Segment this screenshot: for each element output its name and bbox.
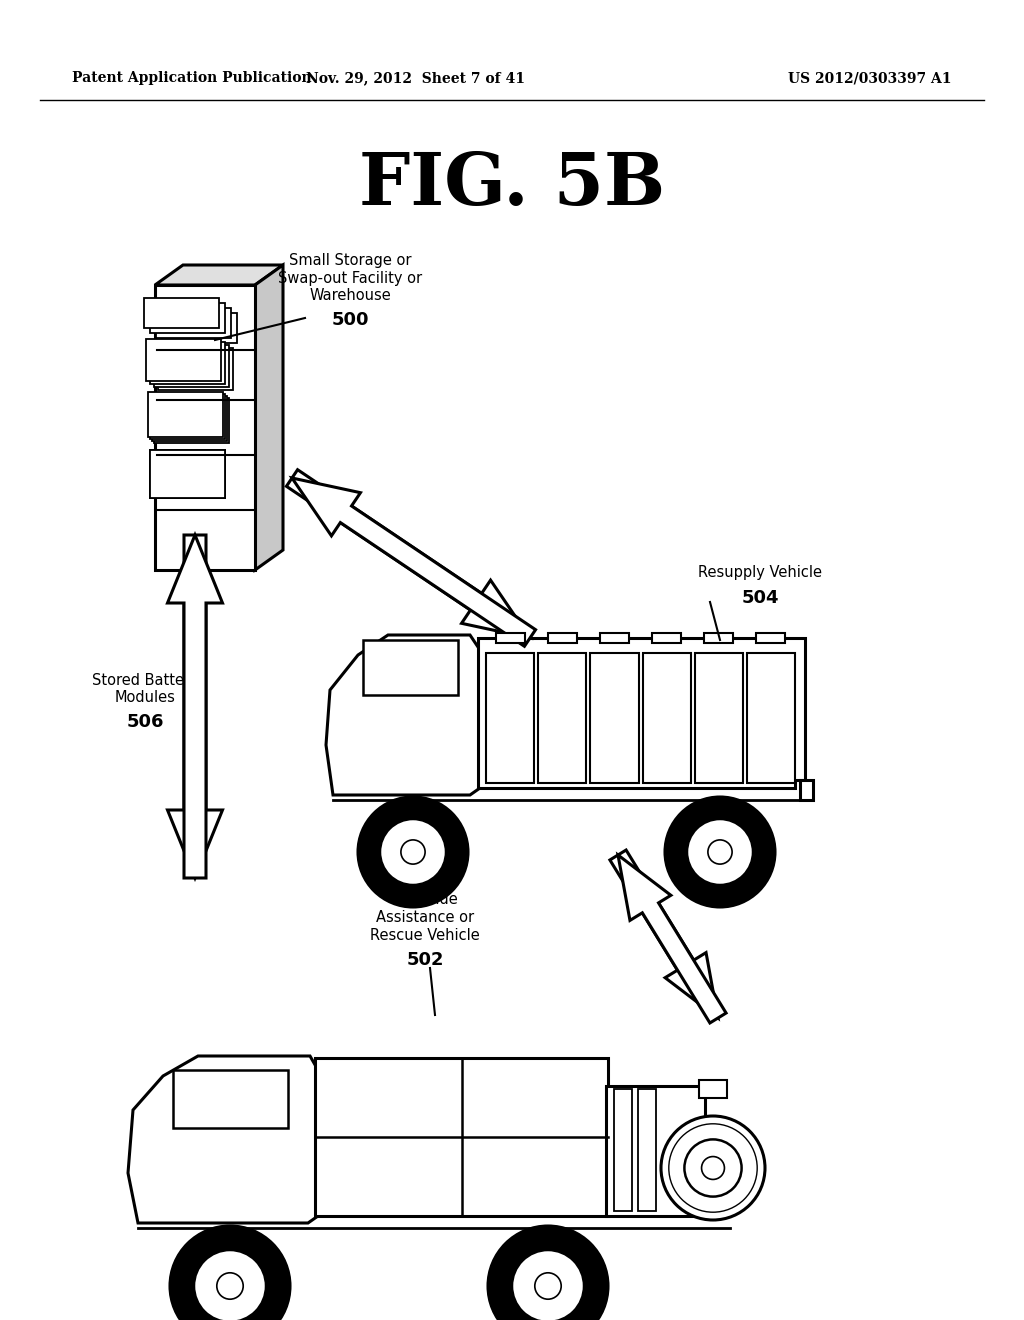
Polygon shape xyxy=(618,855,726,1023)
Polygon shape xyxy=(168,535,222,878)
Circle shape xyxy=(488,1226,608,1320)
Bar xyxy=(638,1089,656,1210)
Bar xyxy=(590,653,639,783)
Text: Nov. 29, 2012  Sheet 7 of 41: Nov. 29, 2012 Sheet 7 of 41 xyxy=(305,71,524,84)
Bar xyxy=(150,450,225,498)
Bar xyxy=(614,1089,632,1210)
Text: Warehouse: Warehouse xyxy=(309,289,391,304)
Polygon shape xyxy=(292,478,536,647)
Bar xyxy=(158,348,233,389)
Circle shape xyxy=(687,818,753,884)
Text: Roadside: Roadside xyxy=(391,892,459,908)
Circle shape xyxy=(401,840,425,865)
Circle shape xyxy=(708,840,732,865)
Circle shape xyxy=(217,1272,244,1299)
Bar xyxy=(652,634,681,643)
Bar xyxy=(173,1071,288,1129)
Bar xyxy=(539,653,587,783)
Bar xyxy=(496,634,524,643)
Bar xyxy=(694,653,742,783)
Circle shape xyxy=(358,797,468,907)
Circle shape xyxy=(512,1250,584,1320)
Circle shape xyxy=(170,1226,290,1320)
Bar xyxy=(144,298,219,327)
Circle shape xyxy=(380,818,446,884)
Bar xyxy=(150,393,225,440)
Text: Patent Application Publication: Patent Application Publication xyxy=(72,71,311,84)
Bar xyxy=(757,634,785,643)
Bar xyxy=(154,345,229,387)
Circle shape xyxy=(665,797,775,907)
Bar xyxy=(606,1086,705,1216)
Bar xyxy=(156,308,231,338)
Bar xyxy=(152,396,227,441)
Text: 500: 500 xyxy=(331,312,369,329)
Bar xyxy=(746,653,795,783)
Bar xyxy=(150,450,225,498)
Text: Stored Battery: Stored Battery xyxy=(91,672,199,688)
Circle shape xyxy=(701,1156,724,1180)
Bar xyxy=(315,1059,608,1216)
Text: Modules: Modules xyxy=(115,690,175,705)
Bar xyxy=(146,339,221,381)
Bar xyxy=(150,450,225,498)
Polygon shape xyxy=(478,638,805,788)
Text: Resupply Vehicle: Resupply Vehicle xyxy=(698,565,822,579)
Text: Rescue Vehicle: Rescue Vehicle xyxy=(370,928,480,944)
Bar xyxy=(155,285,255,570)
Polygon shape xyxy=(326,635,480,795)
Bar xyxy=(150,450,225,498)
Text: Small Storage or: Small Storage or xyxy=(289,252,412,268)
Bar xyxy=(699,1080,727,1098)
Bar xyxy=(705,634,733,643)
Bar xyxy=(600,634,629,643)
Bar xyxy=(148,392,223,437)
Text: 506: 506 xyxy=(126,713,164,731)
Bar xyxy=(150,342,225,384)
Polygon shape xyxy=(168,535,222,878)
Bar xyxy=(548,634,577,643)
Circle shape xyxy=(684,1139,741,1197)
Circle shape xyxy=(194,1250,266,1320)
Polygon shape xyxy=(287,470,530,638)
Text: Swap-out Facility or: Swap-out Facility or xyxy=(278,271,422,285)
Polygon shape xyxy=(155,265,283,285)
Text: 504: 504 xyxy=(741,589,778,607)
Text: FIG. 5B: FIG. 5B xyxy=(359,149,665,220)
Bar xyxy=(486,653,535,783)
Text: 502: 502 xyxy=(407,950,443,969)
Bar xyxy=(150,304,225,333)
Bar xyxy=(362,640,458,696)
Polygon shape xyxy=(800,780,813,800)
Bar xyxy=(154,399,229,444)
Circle shape xyxy=(662,1115,765,1220)
Polygon shape xyxy=(128,1056,318,1224)
Circle shape xyxy=(535,1272,561,1299)
Text: Assistance or: Assistance or xyxy=(376,911,474,925)
Bar xyxy=(162,313,237,343)
Text: US 2012/0303397 A1: US 2012/0303397 A1 xyxy=(788,71,951,84)
Polygon shape xyxy=(610,850,718,1018)
Bar xyxy=(642,653,690,783)
Polygon shape xyxy=(255,265,283,570)
